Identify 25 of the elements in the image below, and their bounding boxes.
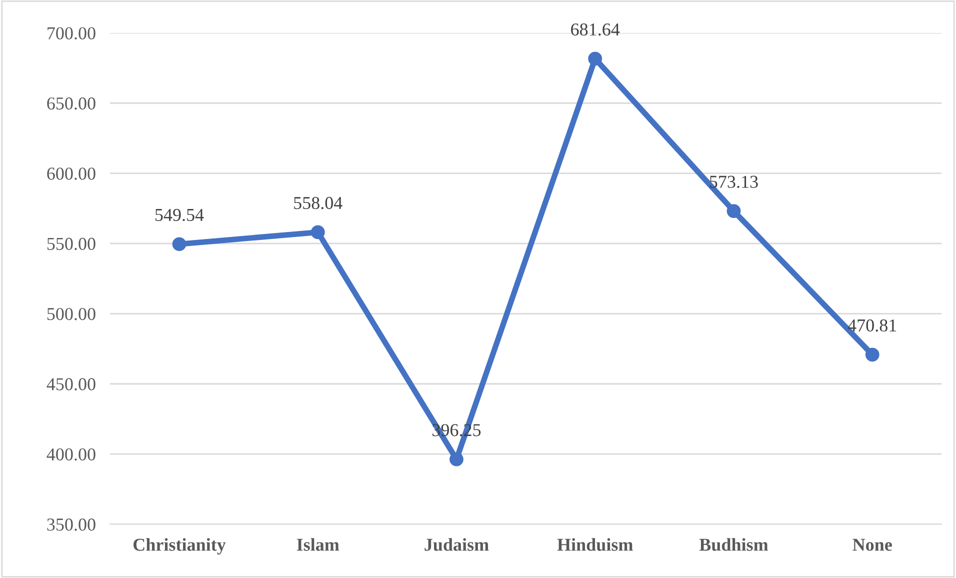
- x-tick-label: Christianity: [133, 538, 226, 555]
- x-tick-label: Judaism: [424, 538, 489, 551]
- x-tick-label: Budhism: [699, 538, 768, 551]
- y-tick-label: 700.00: [48, 27, 96, 40]
- y-tick-label: 650.00: [47, 97, 96, 110]
- point: [865, 348, 880, 362]
- data-label: 470.81: [848, 319, 896, 332]
- y-tick-label: 550.00: [47, 238, 96, 250]
- data-label: 549.54: [155, 208, 204, 222]
- point: [172, 237, 186, 252]
- x-tick-label: Hinduism: [557, 538, 633, 551]
- y-tick-label: 600.00: [47, 168, 96, 180]
- point: [450, 452, 464, 466]
- point: [726, 204, 741, 218]
- x-tick-label: None: [852, 538, 892, 551]
- y-tick-label: 350.00: [47, 518, 96, 531]
- data-label: 573.13: [710, 176, 758, 188]
- data-label: 681.64: [571, 23, 620, 36]
- y-tick-label: 500.00: [47, 308, 96, 320]
- x-tick-label: Islam: [296, 538, 340, 551]
- point: [588, 52, 602, 66]
- y-tick-label: 400.00: [46, 448, 96, 461]
- y-tick-label: 450.00: [46, 378, 96, 390]
- data-label: 558.04: [294, 196, 342, 210]
- point: [310, 225, 325, 240]
